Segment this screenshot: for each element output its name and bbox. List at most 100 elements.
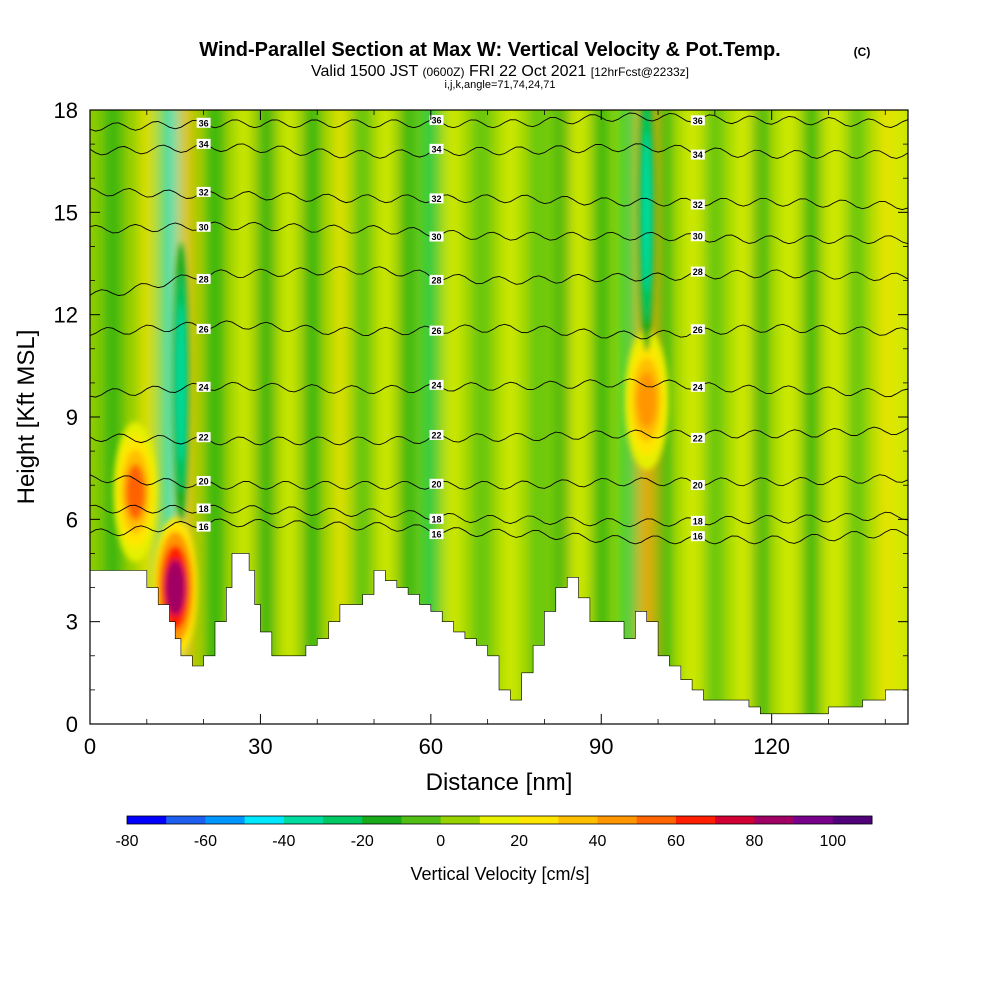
velocity-streak: [878, 110, 893, 724]
velocity-streak: [707, 110, 722, 724]
theta-contour-label-bg: [196, 521, 211, 532]
theta-contour-label-bg: [690, 515, 705, 526]
theta-contour: [90, 266, 908, 296]
theta-contour-label: 26: [432, 326, 442, 336]
x-tick-label: 30: [248, 734, 272, 759]
colorbar-swatch: [754, 816, 795, 824]
velocity-streak: [531, 110, 546, 724]
theta-contour-label-bg: [429, 429, 444, 440]
theta-contour-label-bg: [196, 432, 211, 443]
velocity-streak: [594, 110, 609, 724]
theta-contour-label-bg: [429, 115, 444, 126]
colorbar-swatch: [283, 816, 324, 824]
colorbar-swatch: [715, 816, 755, 824]
theta-contour-label-bg: [690, 199, 705, 210]
x-tick-label: 60: [419, 734, 443, 759]
colorbar-tick-label: -20: [351, 833, 374, 850]
colorbar-swatch: [166, 816, 206, 824]
chart-subtitle-indices: i,j,k,angle=71,74,24,71: [444, 79, 555, 91]
theta-contour: [90, 378, 908, 398]
theta-contour-label: 20: [432, 479, 442, 489]
theta-contour-label: 30: [199, 222, 209, 232]
velocity-streak: [827, 110, 842, 724]
colorbar-swatch: [244, 816, 285, 824]
terrain-mask: [90, 553, 908, 724]
colorbar-swatch: [519, 816, 559, 824]
theta-contour-label-bg: [690, 115, 705, 126]
velocity-streak: [804, 110, 819, 724]
velocity-streak: [781, 110, 796, 724]
y-tick-label: 12: [54, 303, 78, 328]
colorbar-tick-label: -80: [115, 833, 138, 850]
theta-contour-label: 20: [199, 476, 209, 486]
velocity-streak: [685, 110, 700, 724]
colorbar-swatch: [597, 816, 638, 824]
velocity-streak: [554, 110, 569, 724]
theta-contour-label-bg: [196, 221, 211, 232]
downdraft-core: [642, 132, 651, 293]
theta-contour-label: 30: [432, 232, 442, 242]
theta-contour-label: 22: [432, 430, 442, 440]
chart-title: Wind-Parallel Section at Max W: Vertical…: [199, 39, 780, 61]
colorbar-tick-label: 100: [819, 833, 846, 850]
velocity-streak: [736, 110, 751, 724]
theta-contour-label-bg: [690, 480, 705, 491]
theta-contour-label-bg: [196, 475, 211, 486]
y-tick-label: 3: [66, 610, 78, 635]
colorbar-swatch: [558, 816, 599, 824]
colorbar-tick-label: -60: [194, 833, 217, 850]
theta-contour-label-bg: [196, 138, 211, 149]
colorbar-swatch: [832, 816, 873, 824]
theta-contour: [90, 143, 908, 159]
theta-contour-label: 18: [199, 504, 209, 514]
colorbar-swatch: [323, 816, 363, 824]
velocity-streak: [571, 110, 586, 724]
theta-contour-label: 34: [199, 139, 209, 149]
velocity-streak: [207, 110, 222, 724]
theta-contour-label-bg: [429, 325, 444, 336]
theta-contour: [90, 518, 908, 545]
theta-contour-label: 34: [432, 144, 442, 154]
velocity-streak: [503, 110, 518, 724]
x-axis-label: Distance [nm]: [426, 769, 573, 796]
theta-contour-label-bg: [429, 513, 444, 524]
theta-contour: [90, 504, 908, 528]
theta-contour-label: 20: [693, 481, 703, 491]
theta-contour-label: 34: [693, 150, 703, 160]
velocity-streak: [849, 110, 864, 724]
theta-contour-label: 22: [199, 433, 209, 443]
theta-contour-label-bg: [429, 529, 444, 540]
theta-contour-label-bg: [690, 381, 705, 392]
y-tick-label: 0: [66, 712, 78, 737]
theta-contour-label: 28: [693, 267, 703, 277]
theta-contour-label: 18: [432, 514, 442, 524]
velocity-streak: [401, 110, 416, 724]
theta-contour-label: 28: [432, 275, 442, 285]
theta-contour-label: 16: [199, 522, 209, 532]
theta-contour-label-bg: [196, 381, 211, 392]
theta-contour: [90, 426, 908, 446]
downdraft-core: [176, 302, 185, 463]
colorbar-tick-label: 40: [589, 833, 607, 850]
y-tick-label: 18: [54, 98, 78, 123]
theta-contour-label: 32: [199, 187, 209, 197]
theta-contour-label: 26: [693, 325, 703, 335]
theta-contour-label: 32: [432, 194, 442, 204]
theta-contour: [90, 187, 908, 211]
x-tick-label: 90: [589, 734, 613, 759]
updraft-core: [636, 371, 657, 428]
theta-contour-label: 36: [432, 116, 442, 126]
colorbar-tick-label: 0: [436, 833, 445, 850]
colorbar-swatch: [440, 816, 481, 824]
theta-contour-label: 36: [199, 118, 209, 128]
y-axis-label: Height [Kft MSL]: [13, 330, 40, 505]
theta-contour-label: 26: [199, 324, 209, 334]
colorbar-label: Vertical Velocity [cm/s]: [410, 864, 589, 884]
velocity-streak: [259, 110, 274, 724]
theta-contour-label-bg: [196, 117, 211, 128]
colorbar-swatch: [362, 816, 402, 824]
theta-contour-label: 16: [432, 530, 442, 540]
theta-contour-label: 22: [693, 433, 703, 443]
colorbar-swatch: [675, 816, 716, 824]
